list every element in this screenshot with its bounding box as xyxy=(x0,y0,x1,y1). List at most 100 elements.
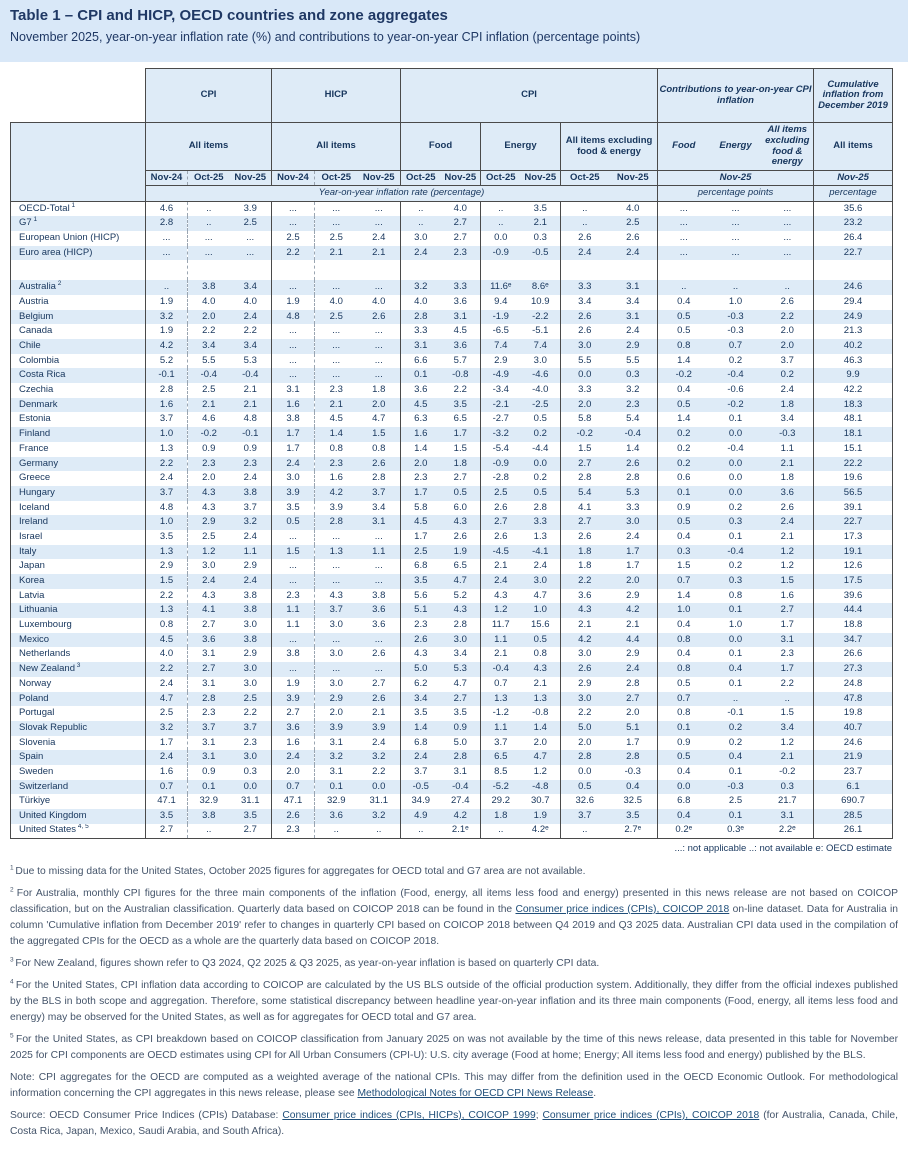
footnote-marker: 2 xyxy=(10,886,17,894)
header-unit-pct: percentage xyxy=(813,185,894,202)
header-unit-yoy: Year-on-year inflation rate (percentage) xyxy=(145,185,659,202)
value-cell: 1.9 xyxy=(271,676,315,692)
country-label: Canada xyxy=(10,324,146,339)
value-cell: 2.7 xyxy=(202,619,216,631)
value-cell: 2.6 xyxy=(440,529,482,545)
value-cell: -5.4 xyxy=(492,442,509,454)
footnote-link[interactable]: Consumer price indices (CPIs, HICPs), CO… xyxy=(282,1109,536,1121)
value-cell: 1.8 xyxy=(440,456,482,472)
value-cell: 6.8 xyxy=(414,736,428,748)
value-cell: 3.7 xyxy=(761,353,815,369)
value-cell: 1.0 xyxy=(520,603,562,619)
value-cell: 26.4 xyxy=(813,230,894,246)
value-cell: 3.0 xyxy=(229,750,272,765)
value-cell: 2.6 xyxy=(578,663,592,675)
value-cell: 10.9 xyxy=(520,294,562,310)
table-row: Austria 1.9 4.0 4.0 1.9 4.0 4.0 4.0 3.6 9.4 10.9 3.… xyxy=(10,294,894,310)
country-label: OECD-Total 1 xyxy=(10,201,146,217)
value-cell: 4.0 xyxy=(229,294,272,310)
value-cell: .. xyxy=(498,217,504,229)
value-cell: 1.4 xyxy=(677,413,691,425)
value-cell: .. xyxy=(187,823,230,839)
table-row: Sweden 1.6 0.9 0.3 2.0 3.1 2.2 3.7 3.1 8.5 1.2 0.0 -… xyxy=(10,764,894,780)
value-cell: ... xyxy=(357,529,402,545)
value-cell: 3.7 xyxy=(229,500,272,516)
value-cell: 3.5 xyxy=(145,529,188,545)
value-cell: 1.0 xyxy=(145,515,188,530)
footnote-link[interactable]: Consumer price indices (CPIs), COICOP 20… xyxy=(515,903,730,915)
table-row: New Zealand 3 2.2 2.7 3.0......... 5.0 5.3 -0.… xyxy=(10,662,894,677)
footnote-marker: 1 xyxy=(10,864,16,872)
value-cell: 3.6 xyxy=(357,618,402,633)
value-cell: 1.4 xyxy=(520,720,562,736)
value-cell: 3.8 xyxy=(271,647,315,663)
header-contrib-food: Food xyxy=(657,122,710,171)
value-cell: 4.5 xyxy=(414,398,428,410)
value-cell: 40.7 xyxy=(813,720,894,736)
value-cell: 3.0 xyxy=(520,574,562,589)
value-cell: ... xyxy=(761,230,815,246)
header-group-cumulative: Cumulative inflation from December 2019 xyxy=(813,68,894,123)
value-cell: 3.5 xyxy=(440,706,482,721)
header-energy: Energy xyxy=(480,122,562,171)
spacer-cell xyxy=(229,260,272,281)
value-cell: 1.4 xyxy=(608,441,659,457)
value-cell: 1.7 xyxy=(608,735,659,751)
value-cell: 3.8 xyxy=(229,632,272,648)
value-cell: 2.2 xyxy=(578,575,592,587)
value-cell: 1.8 xyxy=(357,383,402,398)
value-cell: 2.8 xyxy=(414,310,428,322)
value-cell: ... xyxy=(357,216,402,231)
value-cell: 2.6 xyxy=(271,809,315,824)
value-cell: -0.4 xyxy=(492,663,509,675)
value-cell: 0.9 xyxy=(677,736,691,748)
value-cell: 2.6 xyxy=(414,633,428,645)
value-cell: 2.4 xyxy=(520,559,562,574)
value-cell: 1.3 xyxy=(329,545,343,557)
value-cell: 0.2 xyxy=(728,560,743,572)
value-cell: 3.5 xyxy=(145,809,188,824)
value-cell: 4.0 xyxy=(329,295,343,307)
footnote-link[interactable]: Methodological Notes for OECD CPI News R… xyxy=(357,1087,594,1099)
value-cell: 2.4 xyxy=(761,383,815,398)
value-cell: 3.2 xyxy=(608,383,659,398)
value-cell: 2.7 xyxy=(578,457,592,469)
value-cell: 0.1 xyxy=(728,413,743,425)
value-cell: 3.0 xyxy=(520,353,562,369)
value-cell: 2.6 xyxy=(608,456,659,472)
footnote-marker: 4 xyxy=(10,978,16,986)
value-cell: 5.2 xyxy=(440,588,482,604)
value-cell: ... xyxy=(357,324,402,339)
value-cell: 0.5 xyxy=(677,310,691,322)
value-cell: .. xyxy=(582,217,588,229)
value-cell: 3.2 xyxy=(329,751,343,763)
value-cell: 3.3 xyxy=(608,500,659,516)
value-cell: -3.4 xyxy=(492,384,509,396)
value-cell: 34.9 xyxy=(411,795,431,807)
value-cell: 4.3 xyxy=(494,589,508,601)
header-group-cpi: CPI xyxy=(145,68,272,123)
country-label: Estonia xyxy=(10,412,146,428)
header-date: Nov-25 xyxy=(357,170,402,186)
value-cell: 4.2 xyxy=(329,486,343,498)
footnote-link[interactable]: Consumer price indices (CPIs), COICOP 20… xyxy=(542,1109,760,1121)
value-cell: 0.4 xyxy=(677,765,691,777)
value-cell: -0.3 xyxy=(727,310,744,322)
value-cell: ... xyxy=(357,559,402,574)
value-cell: 1.7 xyxy=(271,441,315,457)
table-body: OECD-Total 1 4.6.. 3.9........... 4.0.. 3.5.… xyxy=(10,201,894,839)
value-cell: 0.0 xyxy=(728,472,743,484)
value-cell: 2.6 xyxy=(608,230,659,246)
country-label: Hungary xyxy=(10,485,146,501)
value-cell: ... xyxy=(271,574,315,589)
value-cell: 2.5 xyxy=(271,230,315,246)
value-cell: 8.6ᵉ xyxy=(520,280,562,295)
table-row: Costa Rica -0.1 -0.4 -0.4......... 0.1 -0.8 -4… xyxy=(10,368,894,384)
value-cell: ... xyxy=(679,246,688,258)
value-cell: 0.7 xyxy=(728,340,743,352)
header-hicp-all-items: All items xyxy=(271,122,402,171)
value-cell: 17.5 xyxy=(813,574,894,589)
value-cell: 0.2 xyxy=(520,427,562,442)
value-cell: ... xyxy=(357,574,402,589)
value-cell: 4.6 xyxy=(202,413,216,425)
